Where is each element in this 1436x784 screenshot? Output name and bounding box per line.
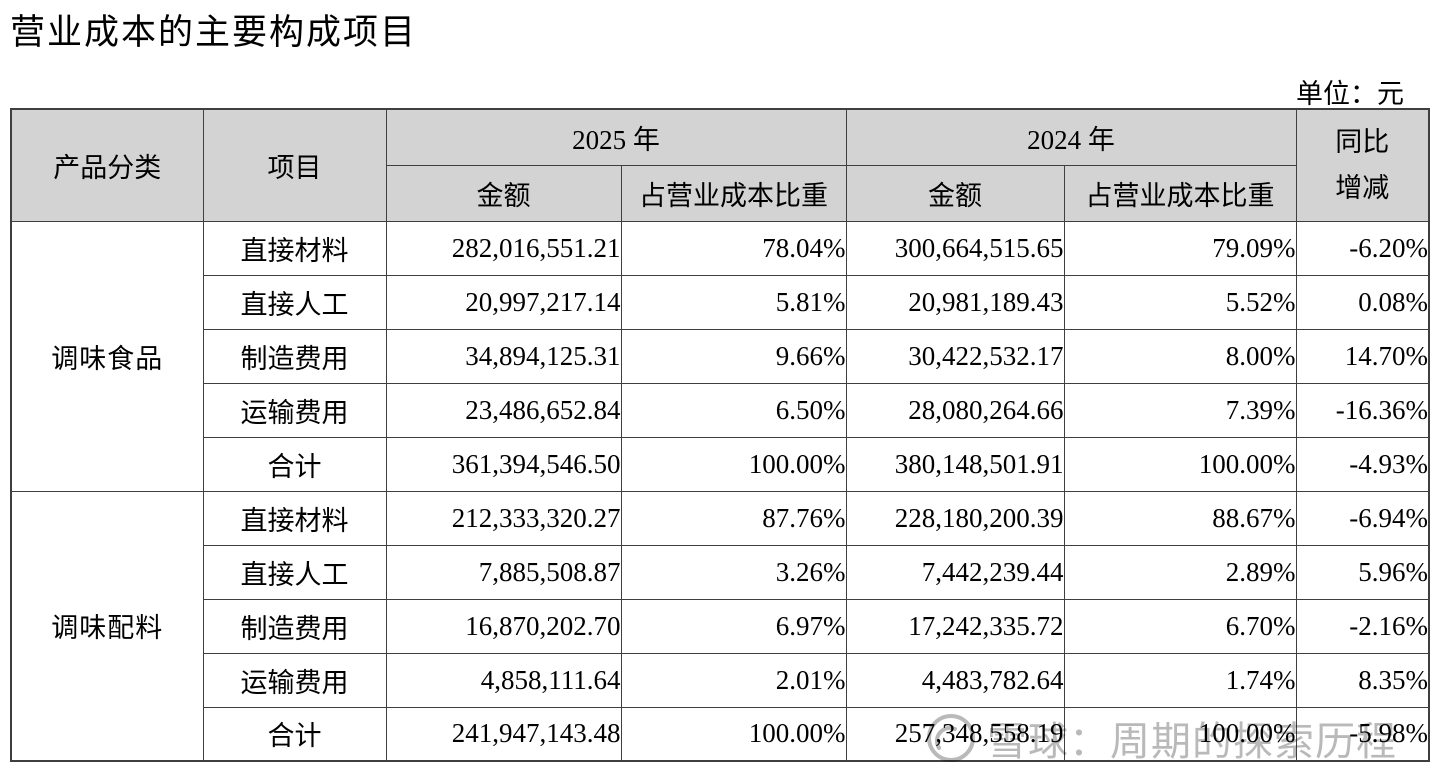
table-row: 运输费用 23,486,652.84 6.50% 28,080,264.66 7… (11, 382, 1430, 438)
header-year-2025: 2025 年 (385, 108, 847, 166)
pct-2025-cell: 2.01% (620, 652, 847, 708)
yoy-cell: 14.70% (1295, 328, 1430, 384)
pct-2025-cell: 3.26% (620, 544, 847, 600)
header-yoy-line1: 同比 (1335, 127, 1390, 158)
header-row-measures: 金额 占营业成本比重 金额 占营业成本比重 (11, 164, 1429, 222)
amount-2024-cell: 7,442,239.44 (845, 544, 1065, 600)
amount-2024-cell: 20,981,189.43 (845, 274, 1065, 330)
header-year-2024: 2024 年 (845, 108, 1297, 166)
yoy-cell: 8.35% (1295, 652, 1430, 708)
yoy-cell: -5.98% (1295, 706, 1430, 762)
pct-2024-cell: 8.00% (1063, 328, 1297, 384)
yoy-cell: 5.96% (1295, 544, 1430, 600)
yoy-cell: -16.36% (1295, 382, 1430, 438)
item-cell: 直接材料 (202, 490, 387, 546)
amount-2025-cell: 282,016,551.21 (385, 220, 622, 276)
item-cell: 运输费用 (202, 382, 387, 438)
category-cell: 调味食品 (10, 220, 204, 492)
pct-2024-cell: 5.52% (1063, 274, 1297, 330)
header-item: 项目 (202, 108, 387, 222)
item-cell: 合计 (202, 436, 387, 492)
pct-2025-cell: 5.81% (620, 274, 847, 330)
item-cell: 直接人工 (202, 544, 387, 600)
cost-composition-table: 产品分类 项目 2025 年 2024 年 同比 增减 金额 占营业成本比重 金… (10, 108, 1430, 762)
amount-2024-cell: 17,242,335.72 (845, 598, 1065, 654)
amount-2025-cell: 4,858,111.64 (385, 652, 622, 708)
amount-2025-cell: 20,997,217.14 (385, 274, 622, 330)
item-cell: 直接材料 (202, 220, 387, 276)
amount-2024-cell: 30,422,532.17 (845, 328, 1065, 384)
header-yoy-line2: 增减 (1335, 173, 1390, 204)
amount-2025-cell: 212,333,320.27 (385, 490, 622, 546)
pct-2024-cell: 100.00% (1063, 706, 1297, 762)
table-row: 运输费用 4,858,111.64 2.01% 4,483,782.64 1.7… (11, 652, 1430, 708)
amount-2025-cell: 7,885,508.87 (385, 544, 622, 600)
pct-2024-cell: 100.00% (1063, 436, 1297, 492)
item-cell: 制造费用 (202, 328, 387, 384)
item-cell: 运输费用 (202, 652, 387, 708)
header-proportion-2025: 占营业成本比重 (620, 164, 847, 222)
header-product-category: 产品分类 (10, 108, 204, 222)
amount-2024-cell: 300,664,515.65 (845, 220, 1065, 276)
header-row-years: 产品分类 项目 2025 年 2024 年 同比 增减 (10, 108, 1430, 222)
pct-2024-cell: 1.74% (1063, 652, 1297, 708)
page-title: 营业成本的主要构成项目 (10, 13, 418, 52)
item-cell: 直接人工 (202, 274, 387, 330)
unit-label: 单位：元 (1296, 79, 1404, 109)
item-cell: 合计 (202, 706, 387, 762)
amount-2024-cell: 228,180,200.39 (845, 490, 1065, 546)
table-row: 制造费用 34,894,125.31 9.66% 30,422,532.17 8… (11, 328, 1430, 384)
header-amount-2024: 金额 (845, 164, 1065, 222)
yoy-cell: -2.16% (1295, 598, 1430, 654)
pct-2024-cell: 88.67% (1063, 490, 1297, 546)
pct-2025-cell: 87.76% (620, 490, 847, 546)
amount-2025-cell: 16,870,202.70 (385, 598, 622, 654)
amount-2024-cell: 257,348,558.19 (845, 706, 1065, 762)
amount-2024-cell: 4,483,782.64 (845, 652, 1065, 708)
table-row: 直接人工 20,997,217.14 5.81% 20,981,189.43 5… (11, 274, 1430, 330)
table-row: 合计 241,947,143.48 100.00% 257,348,558.19… (11, 706, 1430, 762)
item-cell: 制造费用 (202, 598, 387, 654)
pct-2024-cell: 2.89% (1063, 544, 1297, 600)
amount-2025-cell: 23,486,652.84 (385, 382, 622, 438)
table-row: 直接人工 7,885,508.87 3.26% 7,442,239.44 2.8… (11, 544, 1430, 600)
pct-2025-cell: 78.04% (620, 220, 847, 276)
pct-2024-cell: 79.09% (1063, 220, 1297, 276)
pct-2025-cell: 100.00% (620, 436, 847, 492)
amount-2024-cell: 28,080,264.66 (845, 382, 1065, 438)
header-amount-2025: 金额 (385, 164, 622, 222)
header-yoy-change: 同比 增减 (1295, 108, 1430, 222)
yoy-cell: 0.08% (1295, 274, 1430, 330)
table-row: 调味食品 直接材料 282,016,551.21 78.04% 300,664,… (10, 220, 1430, 492)
pct-2025-cell: 6.50% (620, 382, 847, 438)
pct-2024-cell: 7.39% (1063, 382, 1297, 438)
table-row: 调味配料 直接材料 212,333,320.27 87.76% 228,180,… (10, 490, 1430, 762)
category-cell: 调味配料 (10, 490, 204, 762)
table-row: 合计 361,394,546.50 100.00% 380,148,501.91… (11, 436, 1430, 492)
table-row: 制造费用 16,870,202.70 6.97% 17,242,335.72 6… (11, 598, 1430, 654)
pct-2025-cell: 9.66% (620, 328, 847, 384)
pct-2025-cell: 100.00% (620, 706, 847, 762)
pct-2024-cell: 6.70% (1063, 598, 1297, 654)
pct-2025-cell: 6.97% (620, 598, 847, 654)
amount-2024-cell: 380,148,501.91 (845, 436, 1065, 492)
yoy-cell: -6.20% (1295, 220, 1430, 276)
yoy-cell: -4.93% (1295, 436, 1430, 492)
amount-2025-cell: 241,947,143.48 (385, 706, 622, 762)
amount-2025-cell: 34,894,125.31 (385, 328, 622, 384)
yoy-cell: -6.94% (1295, 490, 1430, 546)
header-proportion-2024: 占营业成本比重 (1063, 164, 1297, 222)
amount-2025-cell: 361,394,546.50 (385, 436, 622, 492)
